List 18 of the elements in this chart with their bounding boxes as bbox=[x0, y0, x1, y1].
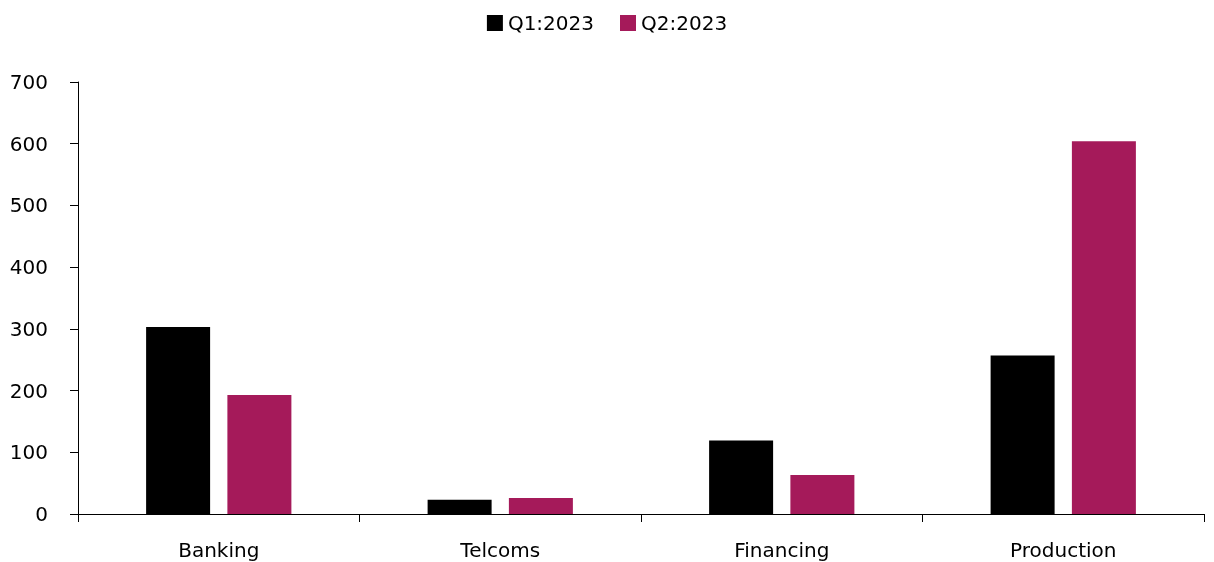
y-tick-label: 500 bbox=[9, 193, 48, 218]
bar bbox=[508, 497, 573, 514]
legend-label: Q2:2023 bbox=[641, 11, 728, 35]
y-tick-label: 300 bbox=[9, 316, 48, 341]
y-tick-label: 700 bbox=[9, 70, 48, 94]
x-tick-label: Telcoms bbox=[459, 538, 541, 562]
y-tick-label: 200 bbox=[9, 378, 48, 403]
y-tick-label: 600 bbox=[9, 131, 48, 156]
x-tick-label: Financing bbox=[734, 538, 830, 562]
bar bbox=[1071, 141, 1136, 514]
bar bbox=[790, 475, 855, 514]
y-tick-label: 100 bbox=[9, 440, 48, 465]
bar bbox=[227, 394, 292, 514]
legend-label: Q1:2023 bbox=[507, 11, 595, 35]
y-tick-label: 0 bbox=[35, 502, 48, 526]
x-tick-label: Banking bbox=[178, 538, 260, 562]
x-tick-label: Production bbox=[1010, 538, 1117, 562]
y-tick-label: 400 bbox=[9, 255, 48, 280]
